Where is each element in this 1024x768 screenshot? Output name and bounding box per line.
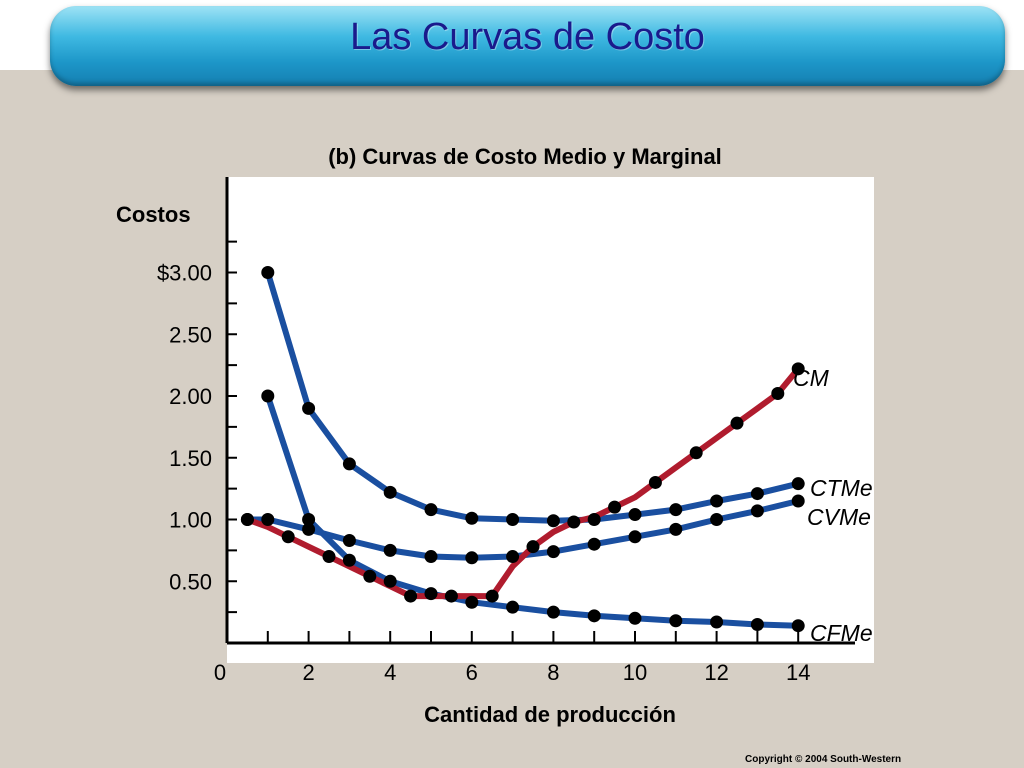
data-point-ctme xyxy=(261,266,275,279)
data-point-ctme xyxy=(587,513,601,526)
data-point-ctme xyxy=(546,514,560,528)
y-tick-label: 2.50 xyxy=(169,322,212,347)
data-point-cvme xyxy=(628,530,642,544)
x-tick-label: 4 xyxy=(384,660,396,685)
data-point-cvme xyxy=(750,504,764,518)
data-point-cm xyxy=(240,513,254,526)
y-tick-label: 2.00 xyxy=(169,384,212,409)
data-point-cm xyxy=(444,589,458,603)
data-point-cm xyxy=(567,515,581,529)
slide-title: Las Curvas de Costo xyxy=(350,16,705,58)
y-tick-label: 1.50 xyxy=(169,446,212,471)
data-point-cm xyxy=(485,589,499,603)
data-point-cfme xyxy=(465,595,479,609)
data-point-cfme xyxy=(628,611,642,625)
series-line-ctme xyxy=(264,269,802,524)
data-point-ctme xyxy=(628,508,642,522)
data-point-cfme xyxy=(261,389,275,403)
data-point-cfme xyxy=(669,614,683,628)
data-point-ctme xyxy=(342,457,356,471)
x-tick-label: 12 xyxy=(704,660,728,685)
title-bar xyxy=(50,6,1005,86)
series-line-cfme xyxy=(264,393,802,629)
data-point-cm xyxy=(281,530,295,544)
y-tick-label: 0.50 xyxy=(169,569,212,594)
data-point-cm xyxy=(648,475,662,489)
data-point-ctme xyxy=(424,503,438,517)
data-point-cfme xyxy=(546,605,560,619)
data-point-cm xyxy=(608,500,622,514)
data-point-cfme xyxy=(342,553,356,567)
series-label-cvme: CVMe xyxy=(807,504,871,530)
y-tick-label: 1.00 xyxy=(169,508,212,533)
data-point-cfme xyxy=(750,617,764,631)
copyright-notice: Copyright © 2004 South-Western xyxy=(745,754,902,765)
data-point-cm xyxy=(322,550,336,564)
data-point-cm xyxy=(526,540,540,554)
data-point-cfme xyxy=(587,609,601,623)
data-point-ctme xyxy=(710,494,724,508)
x-axis-label: Cantidad de producción xyxy=(424,702,676,727)
data-point-cm xyxy=(689,446,703,460)
data-point-cvme xyxy=(302,522,316,536)
data-point-cfme xyxy=(383,574,397,588)
data-point-cfme xyxy=(302,513,316,526)
data-point-cm xyxy=(730,416,744,430)
data-point-cvme xyxy=(342,533,356,547)
series-label-cfme: CFMe xyxy=(810,620,873,646)
data-point-cfme xyxy=(506,600,520,614)
x-tick-label: 0 xyxy=(214,660,226,685)
y-tick-label: $3.00 xyxy=(157,261,212,286)
data-point-cvme xyxy=(424,550,438,564)
data-point-cm xyxy=(404,589,418,603)
data-point-ctme xyxy=(465,511,479,525)
x-tick-label: 14 xyxy=(786,660,810,685)
data-point-ctme xyxy=(791,477,805,491)
data-point-cvme xyxy=(791,494,805,508)
plot-area xyxy=(227,177,874,663)
data-point-cfme xyxy=(424,587,438,601)
data-point-ctme xyxy=(750,487,764,501)
data-point-cm xyxy=(771,387,785,401)
chart-title: (b) Curvas de Costo Medio y Marginal xyxy=(328,144,722,169)
data-point-ctme xyxy=(302,401,316,415)
x-tick-label: 2 xyxy=(302,660,314,685)
x-tick-label: 8 xyxy=(547,660,559,685)
data-point-cvme xyxy=(506,550,520,564)
data-point-cm xyxy=(363,569,377,583)
data-point-cm xyxy=(791,362,805,376)
data-point-cfme xyxy=(710,615,724,629)
data-point-cvme xyxy=(669,522,683,536)
data-point-ctme xyxy=(669,503,683,517)
data-point-ctme xyxy=(383,485,397,499)
data-point-cvme xyxy=(465,551,479,565)
series-line-cm xyxy=(244,365,802,600)
data-point-cvme xyxy=(587,537,601,551)
data-point-ctme xyxy=(506,513,520,526)
x-tick-label: 6 xyxy=(466,660,478,685)
series-label-cm: CM xyxy=(793,365,830,391)
series-label-ctme: CTMe xyxy=(810,475,873,501)
y-axis-label: Costos xyxy=(116,202,191,227)
data-point-cvme xyxy=(710,513,724,526)
x-tick-label: 10 xyxy=(623,660,647,685)
data-point-cvme xyxy=(383,543,397,557)
data-point-cvme xyxy=(546,545,560,559)
data-point-cvme xyxy=(261,513,275,526)
data-point-cfme xyxy=(791,619,805,633)
